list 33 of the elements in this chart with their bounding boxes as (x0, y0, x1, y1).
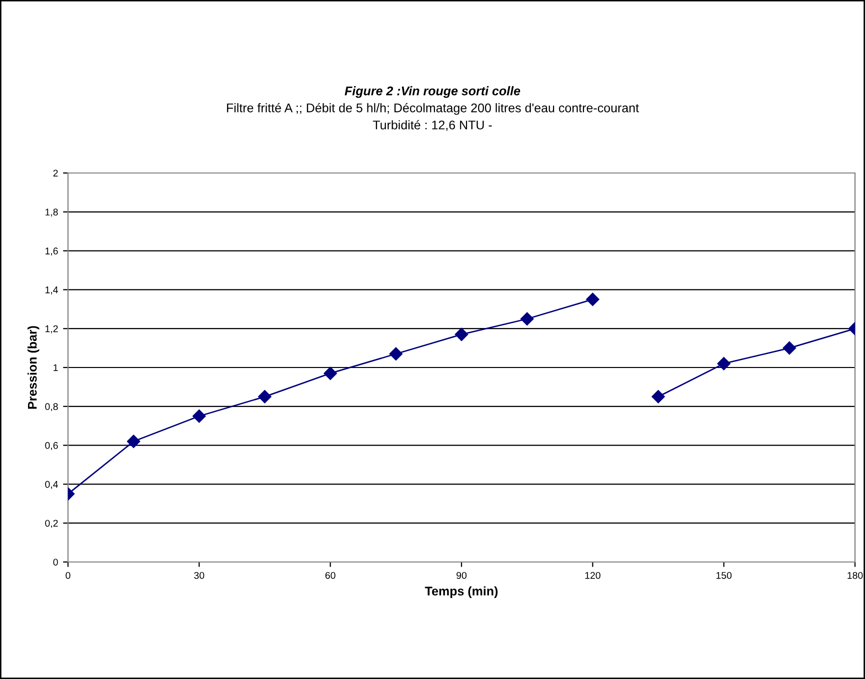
y-tick-label: 0,6 (45, 442, 58, 450)
y-tick-label: 1,8 (46, 208, 58, 217)
y-tick-label: 0,4 (45, 480, 58, 489)
point (258, 390, 272, 404)
y-tick-label: 1,4 (46, 286, 58, 294)
chart-title: Figure 2 :Vin rouge sorti colle (344, 86, 520, 98)
point (782, 341, 796, 355)
point (454, 328, 468, 342)
point (520, 312, 534, 326)
y-tick-label: 1,2 (46, 325, 58, 334)
x-tick-label: 0 (66, 572, 70, 579)
y-axis-title: Pression (bar) (28, 326, 40, 409)
point (324, 366, 337, 380)
x-tick-label: 30 (194, 572, 204, 579)
x-tick-label: 150 (716, 572, 732, 579)
point (586, 292, 600, 306)
y-tick-label: 0 (53, 558, 58, 566)
x-axis-title: Temps (min) (424, 586, 498, 598)
y-tick-label: 1 (54, 364, 58, 372)
point (652, 390, 665, 404)
x-tick-label: 60 (325, 572, 336, 579)
chart-subtitle: Filtre fritté A ;; Débit de 5 hl/h; Décolmatage 200 litres d'eau contre-courant Turbidité : 12,6 NTU - (227, 103, 639, 131)
x-tick-label: 180 (848, 572, 863, 579)
y-tick-label: 0,8 (45, 403, 58, 412)
x-tick-label: 90 (456, 572, 467, 579)
point (389, 347, 403, 360)
point (126, 434, 140, 448)
y-tick-label: 1,6 (46, 248, 58, 256)
point (192, 410, 206, 423)
x-tick-label: 120 (585, 572, 600, 579)
y-tick-label: 2 (53, 170, 58, 177)
point (717, 357, 730, 370)
y-tick-label: 0,2 (45, 520, 58, 528)
